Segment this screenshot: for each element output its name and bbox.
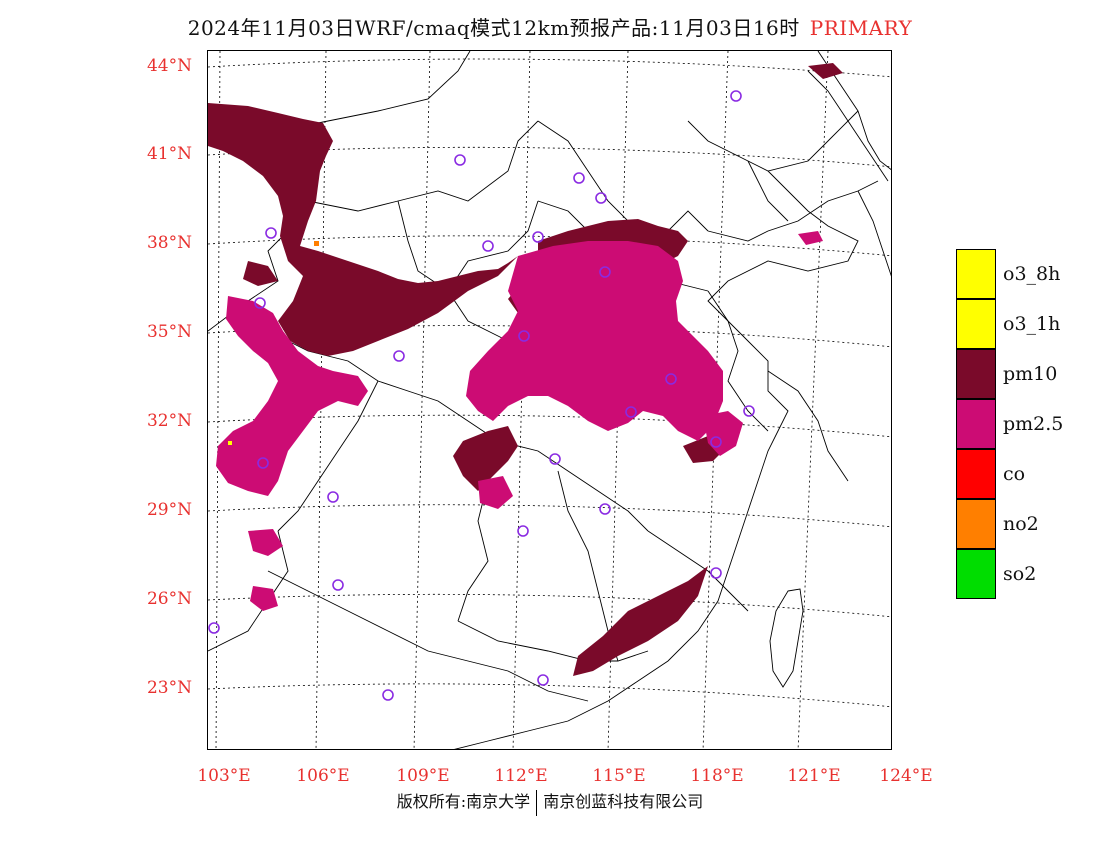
lat-label-29: 29°N: [146, 500, 192, 520]
legend-label: so2: [1003, 563, 1037, 585]
legend-swatch: [956, 249, 996, 299]
station-marker[interactable]: [665, 373, 677, 385]
lon-label-121: 121°E: [787, 766, 841, 786]
copyright-footer: 版权所有:南京大学 南京创蓝科技有限公司: [0, 788, 1100, 816]
station-marker[interactable]: [265, 227, 277, 239]
legend-label: no2: [1003, 513, 1039, 535]
lat-label-32: 32°N: [146, 411, 192, 431]
legend-label: co: [1003, 463, 1026, 485]
station-marker[interactable]: [332, 579, 344, 591]
o3-spot: [228, 441, 232, 445]
legend-label: pm2.5: [1003, 413, 1064, 435]
northeast-coastline: [817, 51, 891, 277]
no2-spot: [314, 241, 319, 246]
station-marker[interactable]: [730, 90, 742, 102]
station-marker[interactable]: [599, 503, 611, 515]
station-marker[interactable]: [599, 266, 611, 278]
station-marker[interactable]: [482, 240, 494, 252]
lon-label-106: 106°E: [296, 766, 350, 786]
lat-label-35: 35°N: [146, 322, 192, 342]
copyright-owner: 版权所有:南京大学: [396, 792, 531, 811]
legend-label: o3_1h: [1003, 313, 1061, 335]
station-marker[interactable]: [537, 674, 549, 686]
legend-label: o3_8h: [1003, 263, 1061, 285]
map-area[interactable]: [207, 50, 892, 750]
copyright-company: 南京创蓝科技有限公司: [543, 792, 704, 811]
lat-label-23: 23°N: [146, 678, 192, 698]
lon-label-103: 103°E: [197, 766, 251, 786]
station-marker[interactable]: [518, 330, 530, 342]
map-title: 2024年11月03日WRF/cmaq模式12km预报产品:11月03日16时 P…: [0, 12, 1100, 41]
legend-swatch: [956, 499, 996, 549]
station-marker[interactable]: [382, 689, 394, 701]
station-marker[interactable]: [517, 525, 529, 537]
station-marker[interactable]: [625, 406, 637, 418]
primary-label: PRIMARY: [809, 16, 913, 40]
lat-label-38: 38°N: [146, 233, 192, 253]
lon-label-112: 112°E: [494, 766, 548, 786]
station-marker[interactable]: [257, 457, 269, 469]
legend-swatch: [956, 349, 996, 399]
station-marker[interactable]: [549, 453, 561, 465]
legend-swatch: [956, 549, 996, 599]
station-marker[interactable]: [454, 154, 466, 166]
legend-swatch: [956, 399, 996, 449]
lon-label-118: 118°E: [690, 766, 744, 786]
station-marker[interactable]: [208, 622, 220, 634]
lon-label-124: 124°E: [879, 766, 933, 786]
coastline: [454, 70, 889, 749]
lon-label-115: 115°E: [592, 766, 646, 786]
station-marker[interactable]: [710, 436, 722, 448]
station-marker[interactable]: [595, 192, 607, 204]
station-markers: [208, 90, 755, 701]
title-text: 2024年11月03日WRF/cmaq模式12km预报产品:11月03日16时: [187, 16, 800, 40]
legend-swatch: [956, 299, 996, 349]
lat-label-26: 26°N: [146, 589, 192, 609]
legend-swatch: [956, 449, 996, 499]
station-marker[interactable]: [532, 231, 544, 243]
lon-label-109: 109°E: [396, 766, 450, 786]
lat-label-41: 41°N: [146, 144, 192, 164]
legend-label: pm10: [1003, 363, 1058, 385]
station-marker[interactable]: [327, 491, 339, 503]
footer-divider: [536, 789, 538, 816]
pm25-plumes: [216, 231, 823, 611]
station-marker[interactable]: [573, 172, 585, 184]
lat-label-44: 44°N: [146, 56, 192, 76]
station-marker[interactable]: [743, 405, 755, 417]
map-canvas: [208, 51, 891, 749]
station-marker[interactable]: [254, 297, 266, 309]
station-marker[interactable]: [393, 350, 405, 362]
taiwan-outline: [769, 588, 804, 688]
station-marker[interactable]: [710, 567, 722, 579]
